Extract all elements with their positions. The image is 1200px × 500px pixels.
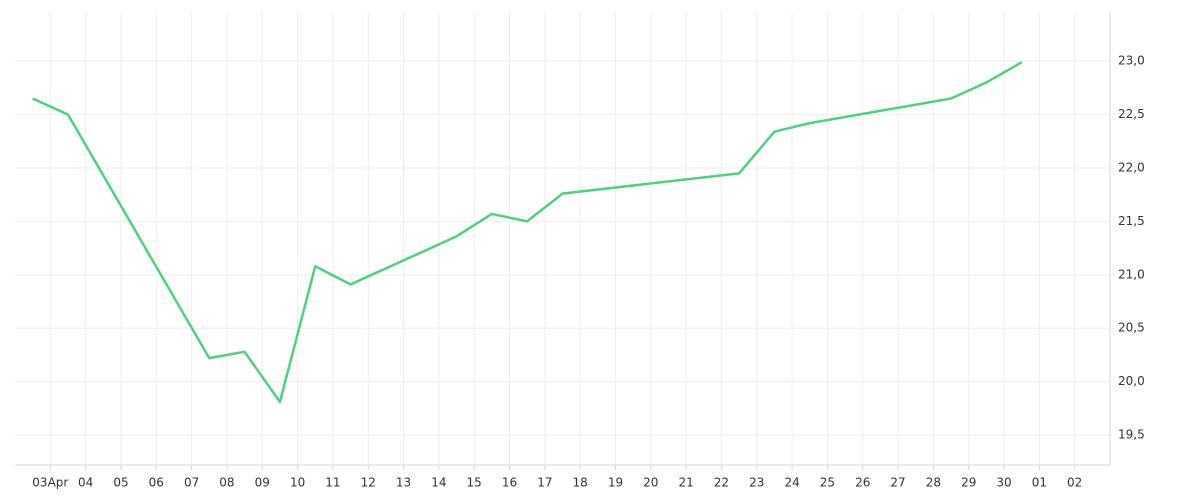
x-tick-label: 06 [149, 476, 164, 490]
x-tick-label: 23 [749, 476, 764, 490]
x-tick-label: 07 [184, 476, 199, 490]
x-tick-label: 08 [219, 476, 234, 490]
x-tick-label: 16 [502, 476, 517, 490]
x-tick-label: 25 [820, 476, 835, 490]
x-tick-label: 12 [361, 476, 376, 490]
y-tick-label: 21,5 [1118, 214, 1145, 228]
x-tick-label: 18 [573, 476, 588, 490]
y-tick-label: 22,0 [1118, 160, 1145, 174]
x-tick-label: 19 [608, 476, 623, 490]
x-tick-label: 02 [1067, 476, 1082, 490]
x-tick-label: 17 [537, 476, 552, 490]
y-tick-label: 22,5 [1118, 107, 1145, 121]
x-tick-label: 01 [1032, 476, 1047, 490]
x-tick-label: 11 [325, 476, 340, 490]
x-tick-label: 29 [961, 476, 976, 490]
x-tick-label: 24 [784, 476, 799, 490]
x-tick-label: 13 [396, 476, 411, 490]
x-tick-label: 04 [78, 476, 93, 490]
x-tick-label: 15 [467, 476, 482, 490]
y-tick-label: 21,0 [1118, 267, 1145, 281]
x-tick-label: 20 [643, 476, 658, 490]
x-tick-label: 28 [926, 476, 941, 490]
x-tick-label: 26 [855, 476, 870, 490]
y-tick-label: 19,5 [1118, 428, 1145, 442]
x-tick-label: 14 [431, 476, 446, 490]
y-tick-label: 20,5 [1118, 321, 1145, 335]
x-tick-label: 09 [255, 476, 270, 490]
x-tick-label: 27 [890, 476, 905, 490]
y-tick-label: 23,0 [1118, 54, 1145, 68]
data-line [32, 61, 1023, 404]
x-tick-label: 30 [996, 476, 1011, 490]
x-tick-label: 03Apr [32, 476, 68, 490]
x-tick-label: 10 [290, 476, 305, 490]
x-tick-label: 21 [678, 476, 693, 490]
x-tick-label: 05 [113, 476, 128, 490]
x-tick-label: 22 [714, 476, 729, 490]
y-tick-label: 20,0 [1118, 374, 1145, 388]
